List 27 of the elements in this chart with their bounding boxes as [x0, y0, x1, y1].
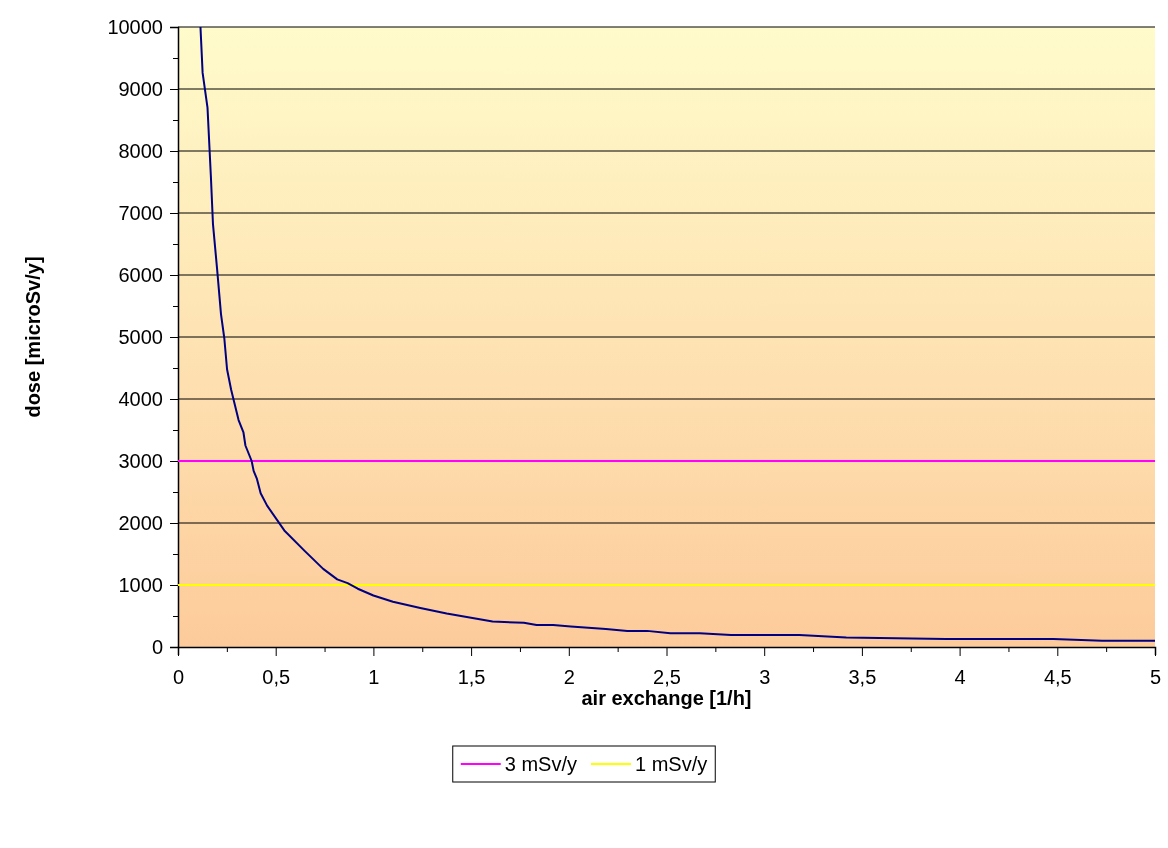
y-axis-title: dose [microSv/y]	[22, 256, 44, 418]
x-axis-title: air exchange [1/h]	[581, 687, 752, 709]
y-tick-label: 3000	[118, 449, 163, 472]
x-tick-label: 2	[563, 666, 575, 688]
x-tick-label: 3	[759, 666, 771, 688]
y-tick-label: 8000	[118, 139, 163, 162]
legend-label: 1 mSv/y	[635, 753, 708, 775]
x-tick-label: 2,5	[653, 666, 681, 688]
y-tick-label: 4000	[118, 387, 163, 410]
y-tick-label: 5000	[118, 325, 163, 348]
x-tick-label: 1	[368, 666, 380, 688]
y-tick-label: 10000	[107, 15, 163, 38]
x-tick-label: 1,5	[457, 666, 486, 688]
y-tick-label: 7000	[118, 201, 163, 224]
x-tick-label: 5	[1149, 666, 1162, 688]
y-tick-label: 6000	[118, 263, 163, 286]
x-tick-label: 4,5	[1043, 666, 1072, 688]
y-tick-label: 0	[151, 635, 163, 658]
line-series	[199, 26, 1156, 642]
x-tick-label: 3,5	[848, 666, 877, 688]
y-tick-label: 2000	[118, 511, 163, 534]
x-tick-label: 0,5	[262, 666, 291, 688]
y-tick-label: 9000	[118, 77, 163, 100]
x-tick-label: 0	[172, 666, 185, 688]
x-tick-label: 4	[954, 666, 966, 688]
y-tick-label: 1000	[118, 573, 163, 596]
legend-label: 3 mSv/y	[504, 753, 577, 775]
